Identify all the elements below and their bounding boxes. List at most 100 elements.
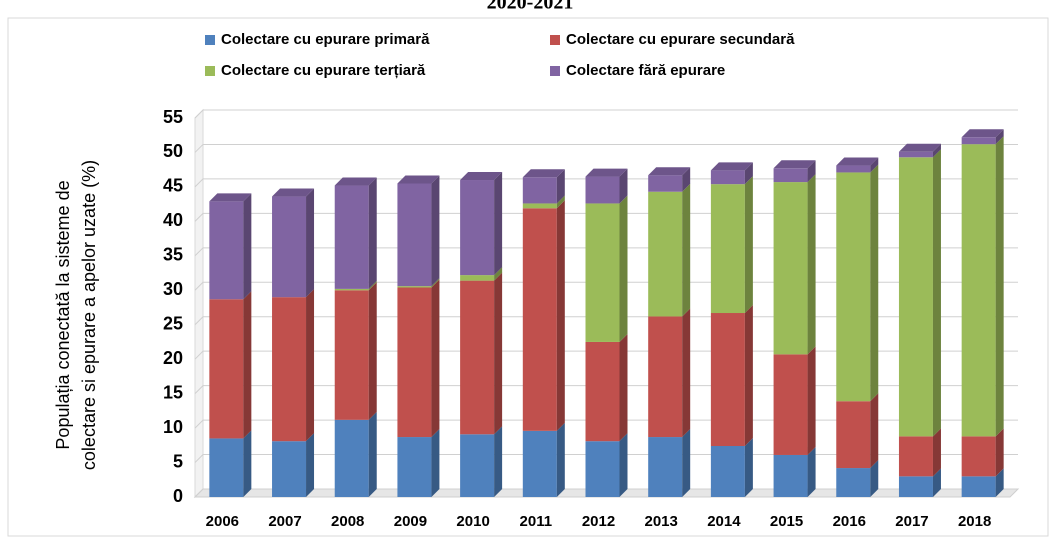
bar-segment <box>460 280 495 435</box>
bar-segment-top <box>836 157 879 166</box>
bar-segment <box>522 430 557 497</box>
bar-segment <box>648 437 683 497</box>
bar-segment-side <box>932 149 941 437</box>
bar-segment-side <box>619 333 628 442</box>
bar-segment-side <box>682 167 691 192</box>
bar-segment-side <box>870 157 879 173</box>
y-axis-title: Populația conectată la sisteme de colect… <box>53 160 99 470</box>
bar-segment <box>397 286 432 288</box>
bar-segment-side <box>682 183 691 317</box>
bar-segment-side <box>932 143 941 158</box>
bar-segment <box>585 341 620 442</box>
legend-label: Colectare cu epurare primară <box>221 31 430 48</box>
bar-segment-side <box>431 279 440 438</box>
bar-segment-side <box>619 195 628 342</box>
bar-segment <box>648 175 683 192</box>
bar-segment <box>397 287 432 438</box>
bar-segment-side <box>995 468 1004 497</box>
bar-segment <box>710 184 745 314</box>
bar-segment-top <box>773 160 816 169</box>
bar-segment-top <box>648 167 691 176</box>
x-tick-label: 2010 <box>456 513 489 530</box>
y-tick-label: 25 <box>163 313 183 333</box>
bar-segment-side <box>807 446 816 497</box>
bar-segment <box>836 468 871 497</box>
y-tick-label: 35 <box>163 245 183 265</box>
bar-segment <box>898 436 933 477</box>
bar-segment <box>522 177 557 204</box>
bar-segment-side <box>807 160 816 183</box>
x-tick-label: 2011 <box>520 513 553 530</box>
bar-segment-side <box>619 433 628 497</box>
bar-segment-side <box>744 162 753 185</box>
bar-segment-side <box>556 169 565 204</box>
bar-segment-side <box>932 468 941 497</box>
x-tick-label: 2016 <box>833 513 866 530</box>
legend-label: Colectare cu epurare secundară <box>566 31 795 48</box>
bar-segment <box>898 476 933 497</box>
bar-segment-side <box>368 411 377 497</box>
bar-segment <box>209 201 244 300</box>
legend-swatch <box>550 35 560 45</box>
bar-segment-side <box>368 282 377 420</box>
bar-segment-side <box>995 136 1004 437</box>
bar-segment-side <box>807 346 816 455</box>
bar-segment-side <box>243 291 252 439</box>
x-tick-label: 2015 <box>770 513 803 530</box>
x-tick-label: 2018 <box>958 513 991 530</box>
bar-segment-side <box>494 267 503 281</box>
bar-segment-side <box>870 460 879 497</box>
bar-segment-side <box>682 429 691 497</box>
bar-segment <box>898 151 933 158</box>
bar-segment <box>710 446 745 497</box>
bar-segment-side <box>995 129 1004 145</box>
chart-title: 2020-2021 <box>487 0 574 14</box>
legend-swatch <box>205 35 215 45</box>
bar-segment <box>898 157 933 437</box>
x-tick-label: 2012 <box>582 513 615 530</box>
bar-segment <box>836 401 871 469</box>
x-tick-label: 2009 <box>394 513 427 530</box>
y-axis-title-line: Populația conectată la sisteme de <box>53 180 73 449</box>
bar-segment <box>334 419 369 497</box>
bar-segment <box>710 170 745 185</box>
bar-segment <box>272 196 307 298</box>
bar-segment <box>961 137 996 145</box>
bar-segment <box>773 182 808 355</box>
bar-segment <box>773 168 808 183</box>
chart-frame <box>7 17 1049 537</box>
back-wall <box>194 108 204 499</box>
x-tick-label: 2013 <box>645 513 678 530</box>
bar-segment <box>334 288 369 291</box>
bar-segment-side <box>494 272 503 435</box>
bar-segment-top <box>522 169 565 178</box>
bar-segment-side <box>243 193 252 300</box>
bar-segment <box>334 185 369 289</box>
y-tick-label: 15 <box>163 382 183 402</box>
grid-line <box>194 143 1018 153</box>
bar-segment-side <box>870 393 879 469</box>
x-tick-label: 2007 <box>268 513 301 530</box>
bar-segment <box>397 437 432 497</box>
bar-segment <box>710 313 745 447</box>
bar-segment <box>272 297 307 442</box>
bar-segment <box>836 165 871 173</box>
bar-segment-side <box>619 168 628 204</box>
bar-segment-side <box>494 172 503 276</box>
bar-segment-top <box>209 193 252 202</box>
bar-segment-top <box>585 168 628 177</box>
bar-segment-side <box>556 422 565 497</box>
y-tick-label: 45 <box>163 176 183 196</box>
bar-segment-side <box>368 280 377 291</box>
bar-segment <box>522 208 557 431</box>
bar-segment-side <box>431 429 440 497</box>
bar-segment <box>585 176 620 204</box>
bar-segment <box>585 441 620 497</box>
bar-segment-top <box>460 172 503 181</box>
x-tick-label: 2008 <box>331 513 364 530</box>
legend-label: Colectare fără epurare <box>566 62 725 79</box>
y-tick-label: 10 <box>163 417 183 437</box>
bar-segment-top <box>898 143 941 152</box>
x-tick-label: 2006 <box>206 513 239 530</box>
bar-segment-side <box>556 200 565 431</box>
